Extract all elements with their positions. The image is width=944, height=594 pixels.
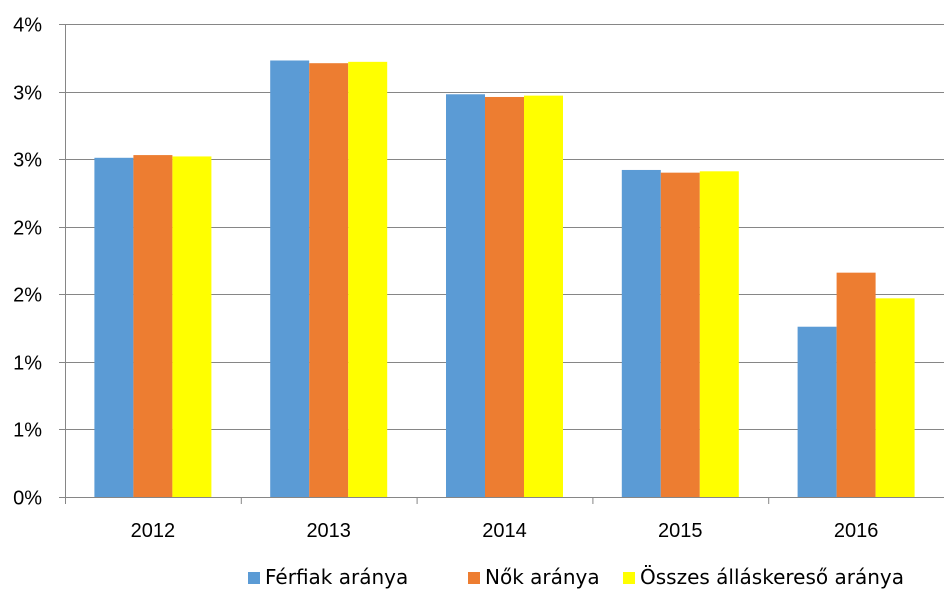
legend-swatch bbox=[248, 572, 260, 584]
y-axis-tick-labels: 0% 1% 1% 2% 2% 3% 3% 4% bbox=[13, 15, 42, 510]
bar bbox=[836, 272, 876, 497]
bar bbox=[621, 169, 661, 497]
x-tick-label: 2013 bbox=[306, 520, 351, 542]
legend-label: Nők aránya bbox=[485, 565, 600, 589]
bar bbox=[875, 298, 915, 497]
bar bbox=[524, 95, 563, 497]
bar bbox=[446, 94, 485, 497]
x-tick-label: 2014 bbox=[482, 520, 527, 542]
bar bbox=[270, 60, 310, 497]
bar bbox=[348, 61, 388, 498]
x-tick-label: 2016 bbox=[834, 520, 879, 542]
bar bbox=[660, 172, 700, 497]
y-tick-label: 2% bbox=[13, 218, 42, 240]
legend-label: Férfiak aránya bbox=[265, 565, 408, 589]
bar bbox=[133, 155, 173, 498]
y-tick-label: 3% bbox=[13, 150, 42, 172]
x-tick-label: 2015 bbox=[658, 520, 703, 542]
x-tick-label: 2012 bbox=[131, 520, 176, 542]
y-tick-label: 3% bbox=[13, 83, 42, 105]
y-tick-label: 4% bbox=[13, 15, 42, 37]
bar bbox=[94, 157, 134, 497]
y-tick-label: 1% bbox=[13, 420, 42, 442]
bar bbox=[172, 156, 212, 497]
legend: Férfiak aránya Nők aránya Összes álláskere… bbox=[248, 565, 904, 589]
legend-label: Összes álláskereső aránya bbox=[640, 565, 904, 589]
bar bbox=[797, 326, 837, 497]
legend-swatch bbox=[468, 572, 480, 584]
bars bbox=[94, 60, 915, 498]
x-axis-tick-labels: 2012 2013 2014 2015 2016 bbox=[131, 520, 879, 542]
y-tick-label: 0% bbox=[13, 488, 42, 510]
y-tick-label: 1% bbox=[13, 353, 42, 375]
legend-swatch bbox=[623, 572, 635, 584]
bar bbox=[485, 96, 524, 497]
axes bbox=[59, 24, 944, 504]
y-tick-label: 2% bbox=[13, 285, 42, 307]
bar bbox=[309, 63, 349, 497]
bar bbox=[699, 171, 739, 497]
